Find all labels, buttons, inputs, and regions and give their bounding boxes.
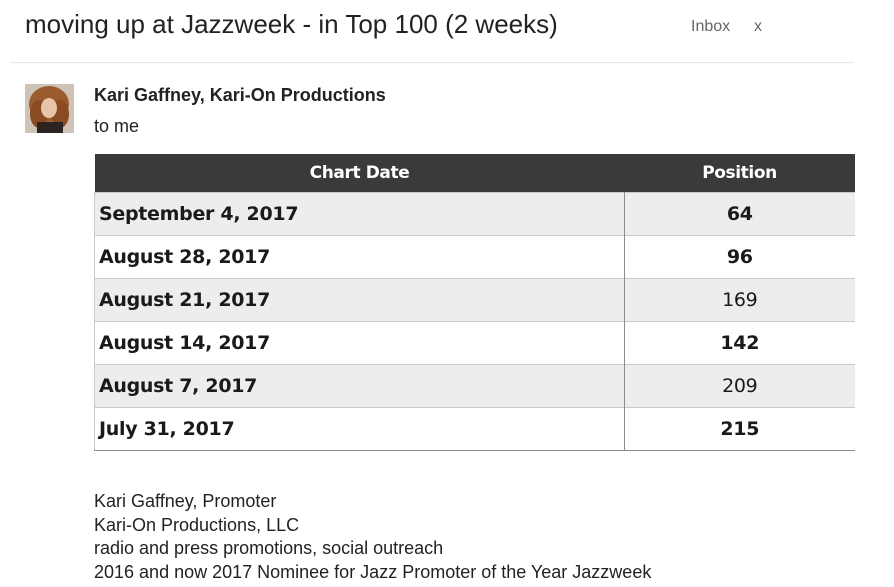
- table-row: August 14, 2017 142: [94, 321, 855, 365]
- signature-line: 2016 and now 2017 Nominee for Jazz Promo…: [94, 561, 652, 582]
- table-row: September 4, 2017 64: [94, 192, 855, 236]
- column-header-chart-date: Chart Date: [94, 154, 625, 193]
- recipient-details[interactable]: to me: [94, 116, 140, 136]
- email-subject: moving up at Jazzweek - in Top 100 (2 we…: [25, 9, 558, 39]
- table-row: August 28, 2017 96: [94, 235, 855, 279]
- sender-name: Kari Gaffney, Kari-On Productions: [94, 85, 386, 105]
- chart-date-cell: August 28, 2017: [94, 235, 625, 279]
- signature-line: radio and press promotions, social outre…: [94, 538, 444, 558]
- position-cell: 209: [624, 364, 855, 408]
- position-cell: 64: [624, 192, 855, 236]
- remove-label-icon[interactable]: x: [754, 18, 762, 35]
- position-cell: 142: [624, 321, 855, 365]
- chart-date-cell: August 14, 2017: [94, 321, 625, 365]
- signature-line: Kari Gaffney, Promoter: [94, 491, 277, 511]
- avatar-photo: [25, 84, 74, 133]
- chart-date-cell: August 21, 2017: [94, 278, 625, 322]
- position-cell: 215: [624, 407, 855, 451]
- chart-position-table: Chart Date Position September 4, 2017 64…: [94, 154, 855, 451]
- table-header-row: Chart Date Position: [94, 154, 855, 193]
- sender-avatar[interactable]: [25, 84, 74, 133]
- table-row: August 21, 2017 169: [94, 278, 855, 322]
- position-cell: 96: [624, 235, 855, 279]
- signature-line: Kari-On Productions, LLC: [94, 514, 300, 535]
- table-row: August 7, 2017 209: [94, 364, 855, 408]
- chart-date-cell: September 4, 2017: [94, 192, 625, 236]
- chart-date-cell: August 7, 2017: [94, 364, 625, 408]
- chart-date-cell: July 31, 2017: [94, 407, 625, 451]
- table-row: July 31, 2017 215: [94, 407, 855, 451]
- email-signature: Kari Gaffney, Promoter Kari-On Productio…: [94, 490, 651, 584]
- header-divider: [10, 62, 854, 63]
- inbox-label[interactable]: Inbox: [691, 18, 731, 35]
- column-header-position: Position: [624, 154, 855, 193]
- position-cell: 169: [624, 278, 855, 322]
